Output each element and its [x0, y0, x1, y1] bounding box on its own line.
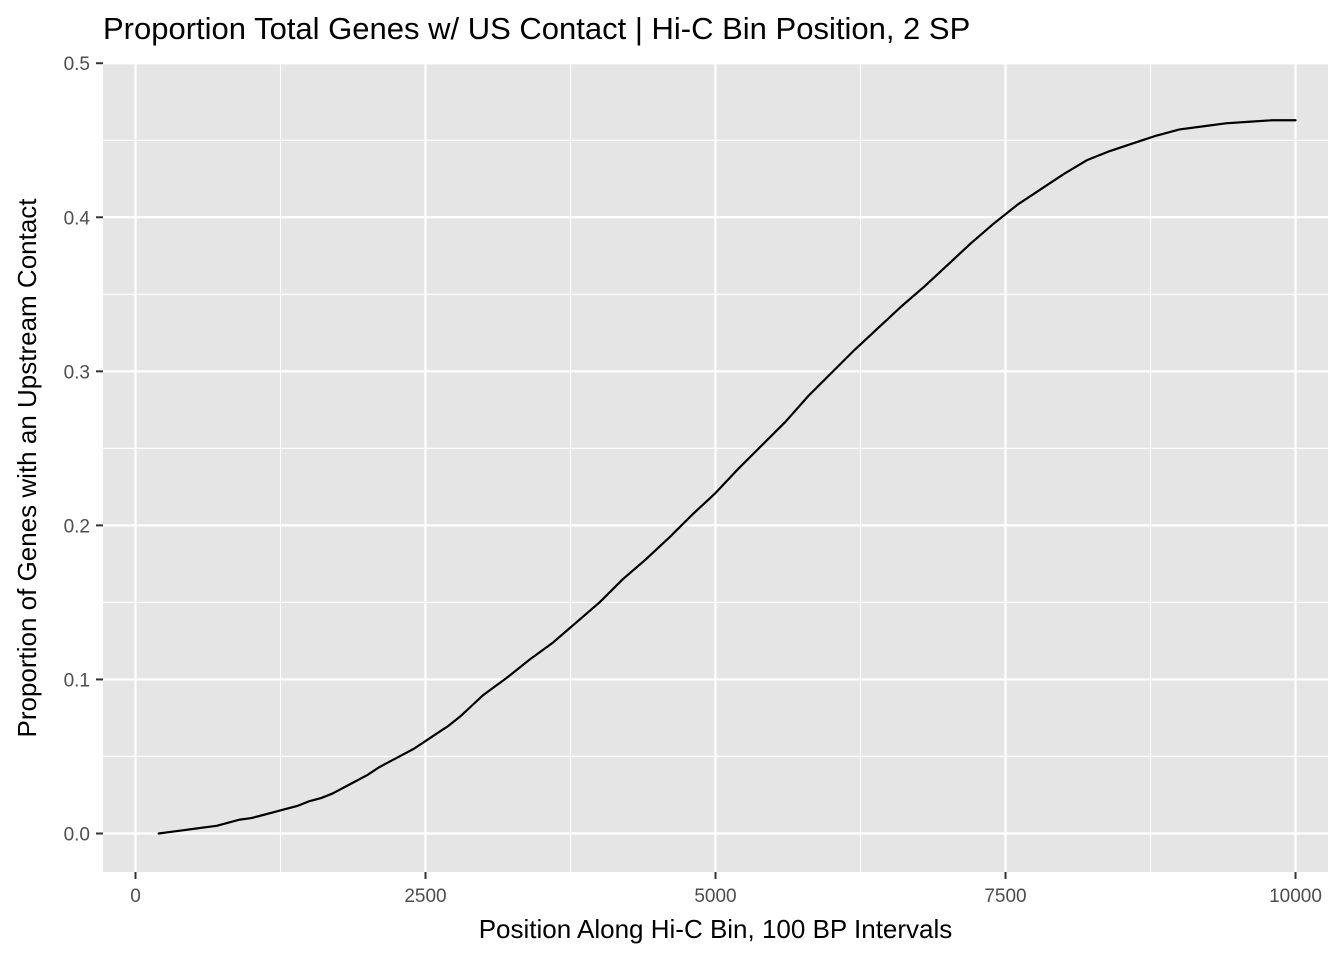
y-tick-label: 0.1 — [64, 670, 90, 691]
x-tick-label: 7500 — [984, 886, 1026, 907]
series-layer — [157, 119, 1297, 835]
x-tick-label: 10000 — [1269, 886, 1322, 907]
y-tick-label: 0.3 — [64, 362, 90, 383]
y-tick-label: 0.5 — [64, 54, 90, 75]
y-axis: 0.0 0.1 0.2 0.3 0.4 0.5 — [64, 54, 103, 845]
y-tick-label: 0.0 — [64, 824, 90, 845]
x-axis-title: Position Along Hi-C Bin, 100 BP Interval… — [479, 914, 953, 944]
x-tick-label: 0 — [130, 886, 141, 907]
chart-title: Proportion Total Genes w/ US Contact | H… — [103, 11, 970, 46]
x-axis: 0 2500 5000 7500 10000 — [130, 872, 1322, 907]
y-tick-label: 0.2 — [64, 516, 90, 537]
x-tick-label: 5000 — [694, 886, 736, 907]
series-line — [157, 119, 1297, 835]
y-axis-title: Proportion of Genes with an Upstream Con… — [12, 198, 42, 738]
x-tick-label: 2500 — [404, 886, 446, 907]
y-tick-label: 0.4 — [64, 208, 91, 229]
major-gridlines — [103, 62, 1328, 872]
